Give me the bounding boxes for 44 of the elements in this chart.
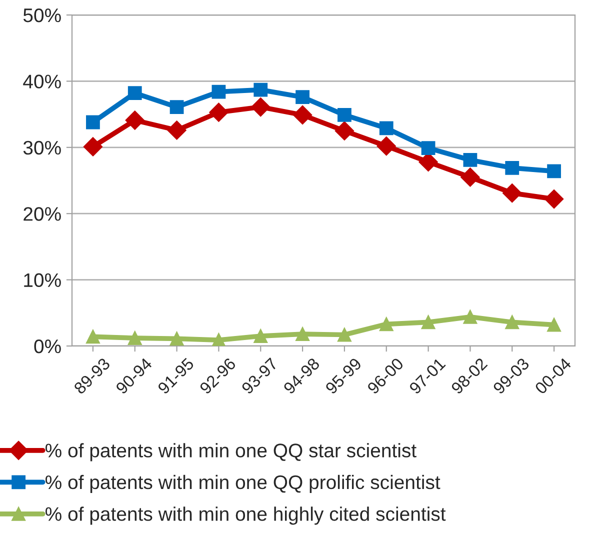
legend-label: % of patents with min one highly cited scientist	[46, 506, 446, 525]
point	[212, 84, 226, 99]
point	[212, 333, 226, 346]
point	[421, 141, 436, 156]
point	[86, 115, 100, 130]
y-tick-label: 10%	[24, 273, 61, 288]
point	[547, 318, 561, 332]
point	[505, 160, 520, 175]
point	[296, 90, 310, 104]
point	[293, 105, 312, 124]
y-tick-label: 0%	[34, 339, 61, 354]
point	[421, 315, 436, 330]
legend-label: % of patents with min one QQ prolific scientist	[46, 474, 440, 494]
point	[128, 86, 142, 100]
y-tick-label: 20%	[24, 207, 61, 221]
point	[338, 108, 352, 122]
point	[209, 102, 228, 122]
y-tick-label: 50%	[23, 8, 61, 22]
point	[83, 137, 102, 156]
point	[505, 315, 520, 330]
point	[547, 164, 561, 178]
point	[463, 310, 478, 324]
point	[296, 327, 310, 342]
point	[334, 121, 354, 140]
point	[125, 110, 144, 130]
point	[128, 331, 142, 345]
point	[338, 328, 352, 342]
legend-label: % of patents with min one QQ star scientist	[46, 443, 416, 462]
point	[167, 120, 186, 140]
point	[254, 82, 268, 97]
point	[254, 329, 268, 344]
y-tick-label: 40%	[23, 74, 61, 88]
point	[379, 121, 394, 136]
y-tick-label: 30%	[23, 140, 61, 155]
point	[170, 100, 184, 114]
point	[460, 168, 480, 187]
point	[170, 332, 184, 346]
point	[463, 153, 478, 167]
point	[544, 190, 564, 209]
point	[502, 184, 522, 203]
point	[379, 317, 394, 332]
point	[376, 136, 396, 156]
point	[86, 330, 100, 344]
point	[251, 97, 270, 117]
